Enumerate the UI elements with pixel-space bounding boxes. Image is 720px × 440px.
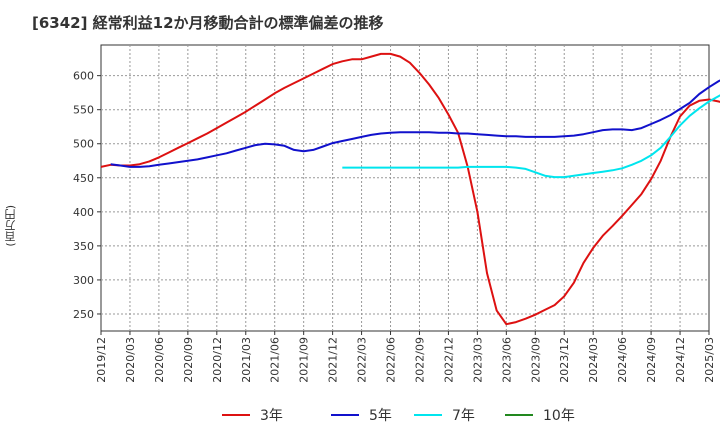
legend-swatch-10y [505,414,533,416]
y-tick-label-500: 500 [73,138,94,151]
x-tick-label-2022-06: 2022/06 [385,337,398,383]
x-tick-label-2021-12: 2021/12 [327,337,340,383]
x-tick-label-2024-06: 2024/06 [616,337,629,383]
legend-label-5y: 5年 [369,408,392,424]
x-tick-label-2020-12: 2020/12 [211,337,224,383]
series-line-1 [110,79,720,168]
x-tick-label-2019-12: 2019/12 [95,337,108,383]
y-tick-label-400: 400 [73,206,94,219]
y-tick-label-300: 300 [73,274,94,287]
legend-swatch-5y [331,414,359,416]
x-tick-label-2020-06: 2020/06 [153,337,166,383]
legend-item-10y: 10年 [505,403,575,427]
legend-label-3y: 3年 [260,408,283,424]
x-tick-label-2021-09: 2021/09 [298,337,311,383]
chart-title: [6342] 経常利益12か月移動合計の標準偏差の推移 [32,14,384,32]
x-tick-label-2020-09: 2020/09 [182,337,195,383]
x-ticks: 2019/12 2020/03 2020/06 2020/09 2020/12 2021/… [95,331,716,383]
x-tick-label-2022-03: 2022/03 [356,337,369,383]
legend-swatch-7y [414,414,442,416]
y-tick-label-250: 250 [73,308,94,321]
grid [101,45,709,331]
x-tick-label-2020-03: 2020/03 [124,337,137,383]
y-tick-label-600: 600 [73,70,94,83]
x-tick-label-2022-09: 2022/09 [413,337,426,383]
legend-item-5y: 5年 [331,403,392,427]
series-lines [100,52,720,326]
legend: 3年 5年 7年 10年 [0,403,720,427]
legend-label-7y: 7年 [452,408,475,424]
series-line-0 [100,52,720,326]
x-tick-label-2023-12: 2023/12 [558,337,571,383]
x-tick-label-2024-09: 2024/09 [645,337,658,383]
legend-label-10y: 10年 [543,408,575,424]
x-tick-label-2022-12: 2022/12 [442,337,455,383]
y-tick-label-450: 450 [73,172,94,185]
x-tick-label-2023-03: 2023/03 [471,337,484,383]
legend-swatch-3y [222,414,250,416]
x-tick-label-2021-06: 2021/06 [269,337,282,383]
x-tick-label-2024-12: 2024/12 [674,337,687,383]
legend-item-3y: 3年 [222,403,283,427]
plot-frame [100,44,710,332]
legend-item-7y: 7年 [414,403,475,427]
series-line-2 [342,94,720,179]
x-tick-label-2024-03: 2024/03 [587,337,600,383]
x-tick-label-2023-06: 2023/06 [500,337,513,383]
x-tick-label-2023-09: 2023/09 [529,337,542,383]
y-tick-label-550: 550 [73,104,94,117]
x-tick-label-2025-03: 2025/03 [703,337,716,383]
y-ticks: 250 300 350 400 450 500 550 600 [73,70,101,321]
x-tick-label-2021-03: 2021/03 [240,337,253,383]
y-tick-label-350: 350 [73,240,94,253]
